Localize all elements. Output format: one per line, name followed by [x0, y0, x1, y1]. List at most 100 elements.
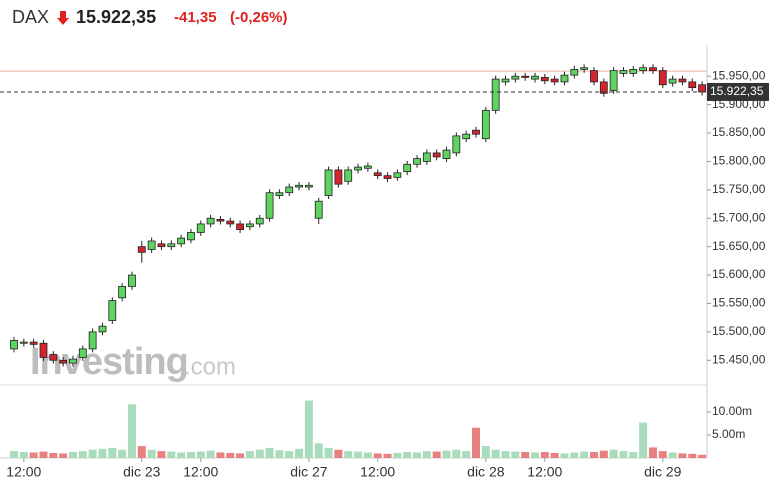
volume-bar: [648, 447, 657, 458]
volume-bar: [442, 450, 451, 458]
last-price-tag-label: 15.922,35: [710, 84, 764, 98]
candle-body: [540, 76, 549, 82]
candle-body: [147, 240, 156, 250]
candle-body: [196, 223, 205, 233]
candle-body: [88, 331, 97, 350]
candle-body: [363, 165, 372, 169]
candle-body: [629, 69, 638, 74]
candle-body: [128, 274, 136, 287]
volume-bar: [629, 452, 638, 458]
candle-body: [29, 341, 38, 345]
candle-body: [658, 70, 667, 86]
x-tick-label: 12:00: [6, 464, 41, 480]
volume-bar: [216, 452, 225, 458]
candle-body: [393, 172, 402, 178]
x-tick-label: dic 23: [123, 464, 161, 480]
candle-body: [609, 70, 618, 91]
y2-tick-label: 5.00m: [712, 427, 745, 441]
volume-bar: [334, 449, 343, 458]
candle-body: [118, 286, 127, 299]
y-tick-label: 15.800,00: [712, 154, 766, 168]
volume-bar: [39, 451, 48, 458]
volume-bar: [521, 452, 530, 458]
candle-body: [668, 78, 677, 84]
volume-bar: [698, 454, 707, 458]
volume-bar: [668, 452, 677, 458]
volume-bar: [354, 451, 363, 458]
volume-bar: [236, 453, 245, 458]
candle-body: [275, 192, 284, 196]
candle-body: [246, 223, 254, 228]
x-tick-label: dic 29: [644, 464, 682, 480]
candle-body: [531, 75, 539, 80]
candle-body: [619, 70, 628, 74]
volume-bar: [186, 452, 195, 458]
volume-bar: [196, 451, 205, 458]
candle-body: [649, 67, 657, 71]
volume-bar: [481, 446, 490, 458]
volume-bar: [413, 452, 422, 458]
candle-body: [98, 325, 107, 333]
volume-bar: [639, 422, 648, 458]
candle-body: [521, 75, 530, 78]
volume-bar: [363, 452, 372, 458]
candle-body: [698, 84, 706, 93]
candle-body: [206, 217, 215, 225]
candle-body: [216, 218, 225, 222]
volume-bar: [88, 449, 97, 458]
volume-bar: [206, 450, 215, 458]
candle-body: [49, 354, 58, 361]
change-percent: (-0,26%): [230, 9, 288, 26]
candle-body: [550, 78, 559, 83]
volume-bar: [452, 449, 461, 458]
candle-body: [187, 232, 195, 241]
change: -41,35: [174, 9, 217, 26]
volume-bar: [609, 449, 618, 458]
y-tick-label: 15.850,00: [712, 125, 766, 139]
y-tick-label: 15.600,00: [712, 267, 766, 281]
y-tick-label: 15.550,00: [712, 296, 766, 310]
y2-tick-label: 10.00m: [712, 404, 752, 418]
volume-bar: [285, 451, 294, 458]
volume-bar: [127, 404, 136, 458]
candle-body: [295, 184, 303, 188]
volume-bar: [137, 446, 146, 458]
candle-body: [639, 67, 648, 71]
y-tick-label: 15.500,00: [712, 324, 766, 338]
volume-bar: [29, 452, 38, 458]
candle-body: [422, 152, 431, 162]
volume-bar: [501, 451, 510, 458]
watermark: Investing: [30, 341, 188, 383]
volume-bar: [678, 453, 687, 458]
volume-bar: [403, 452, 412, 458]
volume-bar: [491, 449, 500, 458]
volume-bar: [589, 452, 598, 458]
candle-body: [354, 166, 362, 171]
candle-body: [177, 237, 186, 245]
volume-bar: [560, 453, 569, 458]
volume-bar: [373, 453, 382, 458]
volume-bar: [540, 452, 549, 458]
candle-body: [570, 69, 579, 76]
volume-bar: [157, 451, 166, 458]
down-arrow: [57, 11, 69, 25]
candle-body: [108, 300, 117, 321]
candle-body: [590, 70, 598, 83]
y-tick-label: 15.450,00: [712, 352, 766, 366]
candle-body: [167, 243, 176, 248]
volume-bar: [118, 449, 127, 458]
y-tick-label: 15.650,00: [712, 239, 766, 253]
last-price: 15.922,35: [76, 7, 156, 27]
volume-bar: [462, 451, 471, 458]
y-tick-label: 15.700,00: [712, 210, 766, 224]
candle-body: [432, 152, 441, 158]
candle-body: [334, 169, 343, 185]
volume-bar: [59, 453, 68, 458]
volume-bar: [245, 451, 254, 458]
last-price-tag: [707, 82, 769, 101]
candle-body: [452, 135, 461, 154]
candle-body: [383, 175, 392, 179]
volume-bar: [432, 451, 441, 458]
candle-body: [344, 169, 353, 182]
volume-bar: [78, 451, 87, 458]
